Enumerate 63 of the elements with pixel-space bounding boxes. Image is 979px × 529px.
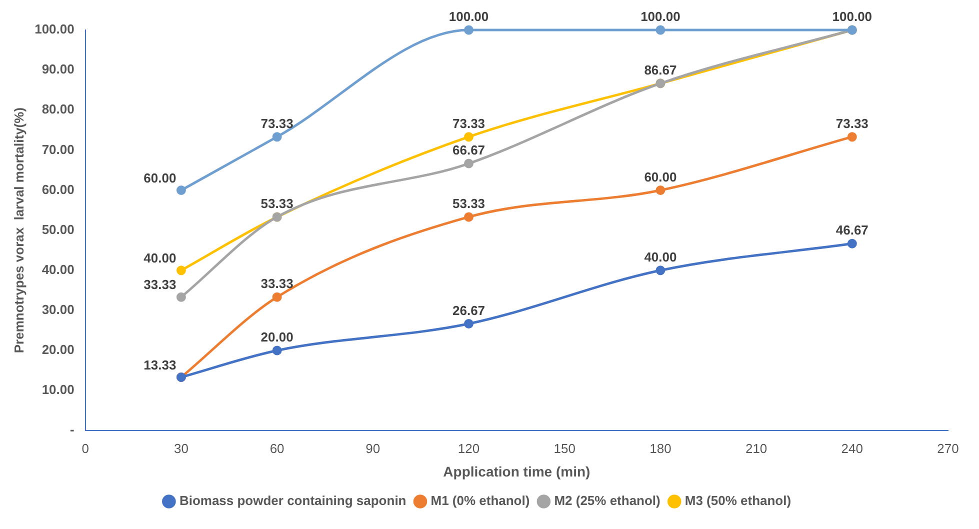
y-tick-label: 70.00 xyxy=(42,142,74,157)
data-label: 33.33 xyxy=(144,277,176,292)
x-tick-label: 120 xyxy=(458,440,480,456)
point xyxy=(656,185,666,195)
point xyxy=(464,25,474,35)
y-tick-label: 100.00 xyxy=(34,22,74,37)
x-tick-label: 60 xyxy=(270,440,284,456)
data-label: 100.00 xyxy=(640,9,680,24)
y-tick-label: 40.00 xyxy=(42,262,74,277)
point xyxy=(656,266,666,276)
point xyxy=(176,292,186,302)
legend-label: M2 (25% ethanol) xyxy=(554,493,660,508)
x-axis-title: Application time (min) xyxy=(443,463,590,480)
y-tick-label: 30.00 xyxy=(42,302,74,317)
data-label: 100.00 xyxy=(448,9,489,24)
data-label: 73.33 xyxy=(260,116,294,131)
point xyxy=(464,319,474,329)
legend-label: M1 (0% ethanol) xyxy=(430,493,530,508)
point xyxy=(464,212,474,222)
data-label: 66.67 xyxy=(452,142,486,158)
data-label: 60.00 xyxy=(644,169,677,184)
point xyxy=(176,266,186,276)
y-axis-title: Premnotrypes vorax larval mortality(%) xyxy=(11,107,26,354)
data-label: 86.67 xyxy=(644,62,677,78)
x-tick-label: 180 xyxy=(650,440,672,456)
point xyxy=(272,292,282,302)
data-label: 73.33 xyxy=(836,116,868,131)
point xyxy=(656,25,666,35)
y-tick-label: 80.00 xyxy=(42,102,74,117)
x-tick-label: 240 xyxy=(841,440,864,456)
point xyxy=(272,132,282,142)
data-label: 53.33 xyxy=(452,196,486,212)
data-label: 40.00 xyxy=(644,249,677,264)
data-label: 26.67 xyxy=(452,302,486,318)
data-label: 33.33 xyxy=(260,276,294,292)
legend-label: Biomass powder containing saponin xyxy=(179,493,406,508)
data-label: 73.33 xyxy=(452,116,486,131)
x-tick-label: 30 xyxy=(174,440,188,456)
x-tick-label: 0 xyxy=(82,440,89,456)
point xyxy=(464,132,474,142)
legend-label: M3 (50% ethanol) xyxy=(684,493,792,508)
data-label: 46.67 xyxy=(836,222,868,238)
point xyxy=(272,346,282,356)
y-tick-label: 60.00 xyxy=(42,182,74,197)
point xyxy=(847,132,857,142)
data-label: 100.00 xyxy=(832,9,872,24)
y-tick-label: 50.00 xyxy=(42,222,74,237)
y-tick-label: - xyxy=(70,422,74,438)
y-tick-label: 10.00 xyxy=(42,382,74,398)
data-label: 13.33 xyxy=(144,357,176,372)
data-label: 40.00 xyxy=(144,250,176,266)
x-tick-label: 210 xyxy=(745,440,768,456)
y-tick-label: 20.00 xyxy=(42,342,74,358)
x-tick-label: 90 xyxy=(366,440,380,456)
point xyxy=(847,238,857,248)
y-tick-label: 90.00 xyxy=(42,62,74,77)
x-tick-label: 150 xyxy=(554,440,576,456)
data-label: 53.33 xyxy=(260,196,294,212)
point xyxy=(464,158,474,168)
data-label: 60.00 xyxy=(144,170,176,186)
x-tick-label: 270 xyxy=(937,440,959,456)
data-label: 20.00 xyxy=(260,330,294,345)
point xyxy=(176,185,186,195)
